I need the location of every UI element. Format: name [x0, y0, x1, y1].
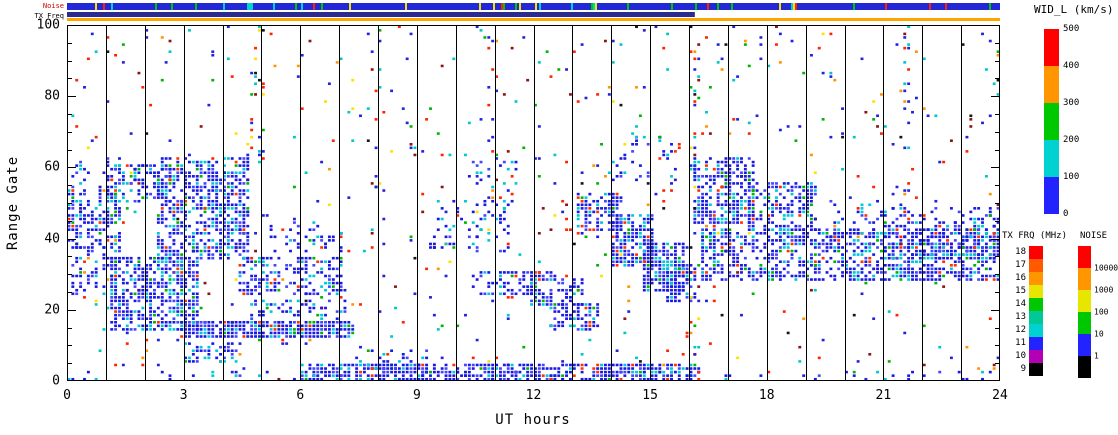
x-tick-label: 18 — [758, 388, 775, 403]
txfrq-colorbar-segment — [1029, 311, 1043, 324]
txfrq-colorbar-row: 9 — [1002, 363, 1043, 376]
txfrq-colorbar-segment — [1029, 363, 1043, 376]
txfrq-colorbar-row: 12 — [1002, 324, 1043, 337]
noise-tick-label: 10000 — [1094, 263, 1118, 273]
x-tick-label: 21 — [875, 388, 892, 403]
txfrq-colorbar-segment — [1029, 285, 1043, 298]
y-tick-label: 0 — [52, 373, 60, 389]
txfreq-strip — [67, 12, 1000, 21]
wid-tick-label: 100 — [1063, 172, 1080, 182]
txfrq-colorbar-row: 17 — [1002, 259, 1043, 272]
wid-tick-label: 0 — [1063, 209, 1069, 219]
wid-tick-label: 200 — [1063, 135, 1080, 145]
noise-colorbar-segment — [1078, 312, 1091, 334]
x-tick-label: 6 — [296, 388, 305, 403]
wid-colorbar-segment — [1044, 177, 1059, 214]
y-tick-label: 40 — [44, 231, 60, 247]
txfrq-tick-label: 11 — [1015, 338, 1026, 348]
txfrq-colorbar-row: 14 — [1002, 298, 1043, 311]
txfrq-tick-label: 15 — [1015, 286, 1026, 296]
y-tick-label: 60 — [44, 159, 60, 175]
wid-colorbar: 500 400 300 200 100 0 — [1044, 24, 1079, 219]
range-time-plot — [67, 25, 1000, 381]
txfrq-tick-label: 18 — [1015, 247, 1026, 257]
noise-tick-label: 1000 — [1094, 285, 1114, 295]
wid-colorbar-segment — [1044, 66, 1059, 103]
txfrq-colorbar-segment — [1029, 337, 1043, 350]
wid-colorbar-segment — [1044, 29, 1059, 66]
noise-colorbar-segment — [1078, 290, 1091, 312]
x-tick-label: 3 — [179, 388, 188, 403]
txfrq-colorbar-row: 10 — [1002, 350, 1043, 363]
txfrq-colorbar-segment — [1029, 350, 1043, 363]
noise-colorbar-title: NOISE — [1080, 231, 1108, 241]
noise-colorbar-segment — [1078, 268, 1091, 290]
x-tick-label: 24 — [992, 388, 1008, 403]
txfrq-tick-label: 10 — [1015, 351, 1026, 361]
txfrq-colorbar: 18 17 16 15 14 13 12 11 10 9 — [1002, 246, 1043, 376]
noise-tick-label: 1 — [1094, 351, 1099, 361]
noise-colorbar: 10000 1000 100 10 1 — [1078, 246, 1118, 378]
wid-tick-label: 400 — [1063, 61, 1080, 71]
txfrq-colorbar-row: 15 — [1002, 285, 1043, 298]
txfrq-colorbar-segment — [1029, 246, 1043, 259]
txfrq-colorbar-segment — [1029, 324, 1043, 337]
wid-colorbar-title: WID_L (km/s) — [1034, 3, 1114, 16]
noise-colorbar-segment — [1078, 246, 1091, 268]
txfrq-colorbar-segment — [1029, 272, 1043, 285]
y-tick-label: 100 — [36, 17, 60, 33]
txfrq-colorbar-row: 11 — [1002, 337, 1043, 350]
x-axis-title: UT hours — [495, 412, 571, 428]
txfrq-tick-label: 13 — [1015, 312, 1026, 322]
txfrq-colorbar-title: TX FRQ (MHz) — [1002, 231, 1068, 241]
txfreq-strip-label: TX Freq — [34, 12, 64, 20]
y-axis-title: Range Gate — [5, 155, 21, 251]
x-tick-label: 9 — [412, 388, 421, 403]
y-tick-label: 80 — [44, 88, 60, 104]
noise-tick-label: 100 — [1094, 307, 1109, 317]
txfrq-colorbar-row: 13 — [1002, 311, 1043, 324]
noise-strip-label: Noise — [42, 2, 64, 10]
txfrq-colorbar-row: 16 — [1002, 272, 1043, 285]
noise-tick-label: 10 — [1094, 329, 1104, 339]
txfrq-tick-label: 16 — [1015, 273, 1026, 283]
x-tick-label: 12 — [525, 388, 542, 403]
txfrq-tick-label: 12 — [1015, 325, 1026, 335]
y-tick-label: 20 — [44, 302, 60, 318]
txfrq-tick-label: 14 — [1015, 299, 1026, 309]
txfrq-tick-label: 9 — [1020, 364, 1026, 374]
x-tick-label: 15 — [642, 388, 658, 403]
wid-colorbar-segment — [1044, 103, 1059, 140]
txfrq-colorbar-segment — [1029, 298, 1043, 311]
txfrq-colorbar-segment — [1029, 259, 1043, 272]
noise-colorbar-segment — [1078, 356, 1091, 378]
noise-strip — [67, 3, 1000, 10]
x-tick-label: 0 — [63, 388, 71, 403]
noise-colorbar-segment — [1078, 334, 1091, 356]
wid-tick-label: 500 — [1063, 24, 1080, 34]
txfrq-tick-label: 17 — [1015, 260, 1026, 270]
wid-tick-label: 300 — [1063, 98, 1080, 108]
wid-colorbar-segment — [1044, 140, 1059, 177]
txfrq-colorbar-row: 18 — [1002, 246, 1043, 259]
